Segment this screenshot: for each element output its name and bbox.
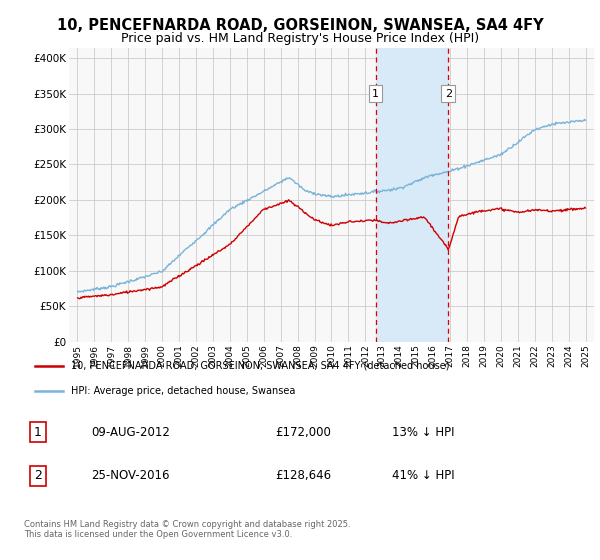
Text: Price paid vs. HM Land Registry's House Price Index (HPI): Price paid vs. HM Land Registry's House … (121, 31, 479, 45)
Text: 10, PENCEFNARDA ROAD, GORSEINON, SWANSEA, SA4 4FY: 10, PENCEFNARDA ROAD, GORSEINON, SWANSEA… (56, 18, 544, 32)
Text: 13% ↓ HPI: 13% ↓ HPI (392, 426, 455, 438)
Text: HPI: Average price, detached house, Swansea: HPI: Average price, detached house, Swan… (71, 386, 296, 396)
Text: 41% ↓ HPI: 41% ↓ HPI (392, 469, 455, 482)
Text: 10, PENCEFNARDA ROAD, GORSEINON, SWANSEA, SA4 4FY (detached house): 10, PENCEFNARDA ROAD, GORSEINON, SWANSEA… (71, 361, 450, 371)
Bar (376, 48, 448, 342)
Text: 2: 2 (445, 88, 452, 99)
Text: 1: 1 (372, 88, 379, 99)
Text: £128,646: £128,646 (275, 469, 331, 482)
Text: £172,000: £172,000 (275, 426, 331, 438)
Text: 2: 2 (34, 469, 42, 482)
Text: 25-NOV-2016: 25-NOV-2016 (91, 469, 169, 482)
Text: 09-AUG-2012: 09-AUG-2012 (91, 426, 170, 438)
Text: 1: 1 (34, 426, 42, 438)
Text: Contains HM Land Registry data © Crown copyright and database right 2025.
This d: Contains HM Land Registry data © Crown c… (24, 520, 350, 539)
